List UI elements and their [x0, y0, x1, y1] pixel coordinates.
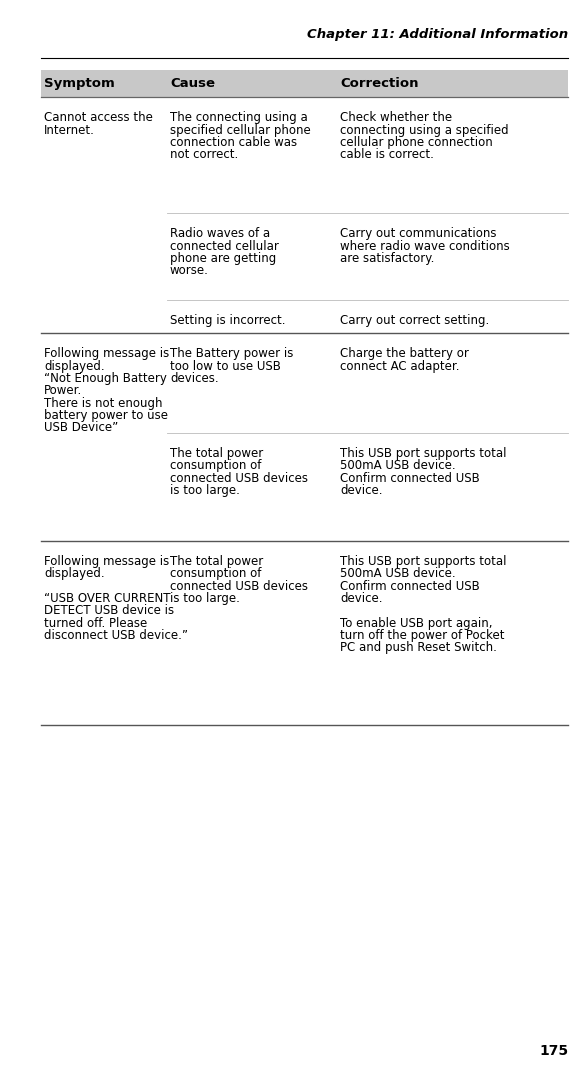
Text: phone are getting: phone are getting: [170, 252, 276, 265]
Text: connected USB devices: connected USB devices: [170, 472, 308, 485]
Text: Power.: Power.: [44, 384, 82, 397]
Text: is too large.: is too large.: [170, 592, 240, 605]
Text: The total power: The total power: [170, 447, 263, 460]
Text: PC and push Reset Switch.: PC and push Reset Switch.: [340, 642, 497, 655]
Text: not correct.: not correct.: [170, 148, 238, 161]
Text: consumption of: consumption of: [170, 459, 261, 472]
Text: 500mA USB device.: 500mA USB device.: [340, 459, 455, 472]
Text: This USB port supports total: This USB port supports total: [340, 555, 506, 568]
Text: Symptom: Symptom: [44, 77, 115, 91]
Text: The Battery power is: The Battery power is: [170, 347, 294, 360]
Text: connect AC adapter.: connect AC adapter.: [340, 359, 459, 372]
Text: Correction: Correction: [340, 77, 418, 91]
Text: Check whether the: Check whether the: [340, 111, 452, 124]
Text: USB Device”: USB Device”: [44, 421, 118, 434]
Text: Following message is: Following message is: [44, 347, 169, 360]
Text: Confirm connected USB: Confirm connected USB: [340, 472, 479, 485]
Text: “Not Enough Battery: “Not Enough Battery: [44, 372, 167, 385]
Text: worse.: worse.: [170, 264, 209, 277]
Text: To enable USB port again,: To enable USB port again,: [340, 617, 492, 630]
Text: is too large.: is too large.: [170, 484, 240, 497]
Text: 175: 175: [539, 1044, 568, 1058]
Text: cellular phone connection: cellular phone connection: [340, 136, 493, 149]
Text: Confirm connected USB: Confirm connected USB: [340, 580, 479, 593]
Text: devices.: devices.: [170, 372, 219, 385]
Text: connected USB devices: connected USB devices: [170, 580, 308, 593]
Text: Following message is: Following message is: [44, 555, 169, 568]
Text: device.: device.: [340, 484, 383, 497]
Text: consumption of: consumption of: [170, 567, 261, 580]
Text: Radio waves of a: Radio waves of a: [170, 227, 270, 240]
Text: connecting using a specified: connecting using a specified: [340, 123, 509, 136]
Text: Internet.: Internet.: [44, 123, 95, 136]
Text: turned off. Please: turned off. Please: [44, 617, 147, 630]
Text: turn off the power of Pocket: turn off the power of Pocket: [340, 629, 505, 642]
Text: battery power to use: battery power to use: [44, 409, 168, 422]
Text: cable is correct.: cable is correct.: [340, 148, 434, 161]
Bar: [41, 70, 568, 97]
Text: displayed.: displayed.: [44, 567, 104, 580]
Text: are satisfactory.: are satisfactory.: [340, 252, 434, 265]
Text: Cause: Cause: [170, 77, 215, 91]
Text: This USB port supports total: This USB port supports total: [340, 447, 506, 460]
Text: The connecting using a: The connecting using a: [170, 111, 308, 124]
Text: disconnect USB device.”: disconnect USB device.”: [44, 629, 188, 642]
Text: Carry out communications: Carry out communications: [340, 227, 496, 240]
Text: displayed.: displayed.: [44, 359, 104, 372]
Text: where radio wave conditions: where radio wave conditions: [340, 239, 510, 252]
Text: “USB OVER CURRENT: “USB OVER CURRENT: [44, 592, 171, 605]
Text: Cannot access the: Cannot access the: [44, 111, 153, 124]
Text: connected cellular: connected cellular: [170, 239, 279, 252]
Text: connection cable was: connection cable was: [170, 136, 297, 149]
Text: The total power: The total power: [170, 555, 263, 568]
Text: specified cellular phone: specified cellular phone: [170, 123, 311, 136]
Text: device.: device.: [340, 592, 383, 605]
Text: Chapter 11: Additional Information: Chapter 11: Additional Information: [307, 28, 568, 41]
Text: DETECT USB device is: DETECT USB device is: [44, 605, 174, 618]
Text: Carry out correct setting.: Carry out correct setting.: [340, 314, 489, 327]
Text: too low to use USB: too low to use USB: [170, 359, 281, 372]
Text: Setting is incorrect.: Setting is incorrect.: [170, 314, 285, 327]
Text: There is not enough: There is not enough: [44, 397, 162, 410]
Text: 500mA USB device.: 500mA USB device.: [340, 567, 455, 580]
Text: Charge the battery or: Charge the battery or: [340, 347, 469, 360]
